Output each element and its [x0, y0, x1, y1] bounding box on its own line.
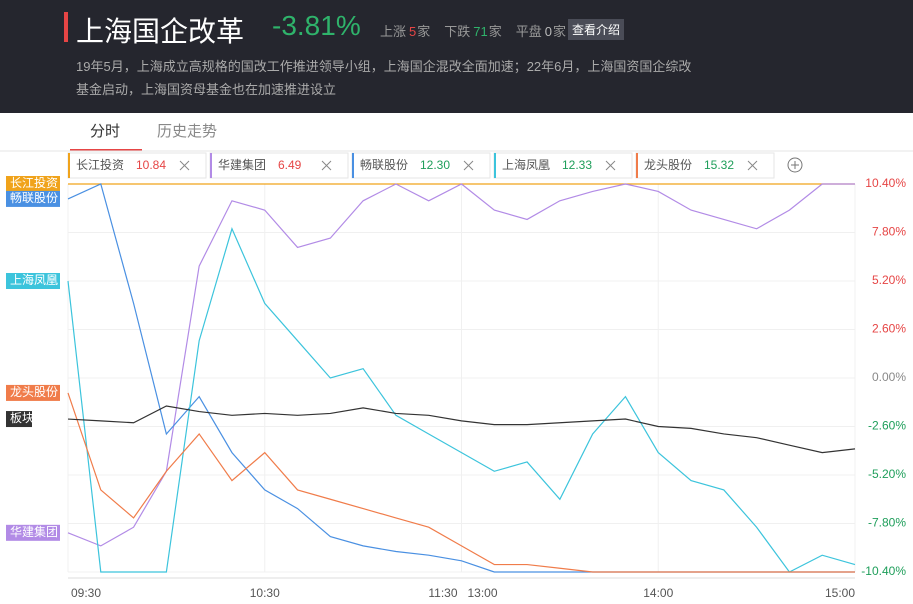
legend-box [67, 152, 207, 179]
legend-price: 6.49 [278, 158, 302, 172]
legend-close[interactable] [321, 160, 332, 171]
tab[interactable]: 历史走势 [157, 123, 217, 140]
legend-price: 12.33 [562, 158, 592, 172]
title: 上海国企改革 [76, 16, 245, 47]
change: -3.81% [272, 10, 361, 41]
stat: 下跌 71家 [444, 24, 502, 39]
x-tick-label: 14:00 [643, 586, 673, 600]
series-tag-label: 长江投资 [10, 175, 58, 190]
stat-count: 0 [544, 24, 553, 39]
series-line [67, 405, 856, 454]
description: 19年5月，上海成立高规格的国改工作推进领导小组，上海国企混改全面加速；22年6… [76, 59, 692, 97]
series-tag [6, 411, 32, 428]
legend-accent [352, 153, 354, 178]
y-tick-label: 2.60% [872, 322, 906, 336]
series-tag-label: 畅联股份 [10, 191, 58, 205]
y-tick-label: -10.40% [861, 564, 906, 578]
y-tick-label: -5.20% [868, 467, 906, 481]
legend-name: 长江投资 [76, 157, 124, 172]
chart: 分时 历史走势 10.40% 7.80% 5.20% 2.60% 0.00% -2.60% -5… [0, 123, 913, 600]
x-tick-label: 15:00 [825, 586, 855, 600]
x-tick-label: 11:30 [428, 586, 457, 600]
legend-box [635, 152, 775, 179]
x-tick-label: 10:30 [250, 586, 280, 600]
accent-bar [64, 12, 68, 42]
legend-accent [210, 153, 212, 178]
stat-unit: 家 [488, 24, 502, 39]
legend-name: 畅联股份 [360, 158, 408, 172]
legend-box [493, 152, 633, 179]
legend-item[interactable]: 长江投资 10.84 [67, 152, 207, 179]
intro-button[interactable]: 查看介绍 [568, 19, 625, 40]
tab[interactable]: 分时 [90, 123, 120, 140]
series-line [67, 227, 856, 573]
legend-box [209, 152, 349, 179]
series-tag [6, 190, 60, 207]
y-tick-label: 7.80% [872, 225, 906, 239]
legend-close[interactable] [463, 160, 474, 171]
legend-accent [68, 153, 70, 178]
legend-price: 10.84 [136, 158, 166, 172]
legend-close[interactable] [747, 160, 758, 171]
y-tick-label: 5.20% [872, 273, 906, 287]
stat: 平盘 0家 [516, 24, 566, 39]
legend-item[interactable]: 畅联股份 12.30 [351, 152, 491, 179]
y-tick-label: 10.40% [865, 176, 906, 190]
stat-unit: 家 [417, 24, 431, 39]
y-tick-label: -7.80% [868, 516, 906, 530]
legend-item[interactable]: 上海凤凰 12.33 [493, 152, 633, 179]
legend-name: 上海凤凰 [502, 157, 550, 172]
x-tick-label: 13:00 [468, 586, 498, 600]
stat-label: 下跌 [444, 24, 471, 39]
add-button[interactable] [787, 157, 803, 173]
legend-price: 15.32 [704, 158, 734, 172]
legend-box [351, 152, 491, 179]
legend-close[interactable] [605, 160, 616, 171]
legend-accent [494, 153, 496, 178]
stat: 上涨 5家 [380, 24, 430, 39]
stat-label: 上涨 [380, 24, 407, 39]
x-tick-label: 09:30 [71, 586, 101, 600]
legend-name: 龙头股份 [644, 158, 692, 172]
stat-count: 5 [409, 24, 417, 39]
series-tag-label: 板块 [10, 411, 34, 425]
legend-item[interactable]: 龙头股份 15.32 [635, 152, 775, 179]
add-plus [791, 161, 799, 169]
legend-accent [636, 153, 638, 178]
stat-label: 平盘 [515, 24, 542, 39]
series-tag [6, 273, 60, 289]
series-tag-label: 上海凤凰 [10, 272, 58, 287]
legend-name: 华建集团 [218, 157, 266, 172]
stat-count: 71 [473, 24, 488, 39]
legend-item[interactable]: 华建集团 6.49 [209, 152, 349, 179]
series-tag-label: 龙头股份 [10, 385, 58, 399]
header: 上海国企改革 -3.81% 上涨 5家 下跌 71家 平盘 0家 查看介绍 19年5月，上… [0, 0, 913, 113]
stat-unit: 家 [553, 24, 567, 39]
series-line [67, 183, 855, 547]
y-tick-label: -2.60% [868, 419, 906, 433]
series-tag [6, 524, 60, 541]
y-tick-label: 0.00% [872, 370, 906, 384]
legend-price: 12.30 [420, 158, 450, 172]
series-tag-label: 华建集团 [10, 524, 58, 539]
legend-close[interactable] [179, 160, 190, 171]
series-tag [6, 176, 60, 192]
stats: 上涨 5家 下跌 71家 平盘 0家 [380, 21, 580, 40]
series-tag [6, 384, 60, 401]
series-line [67, 392, 855, 573]
